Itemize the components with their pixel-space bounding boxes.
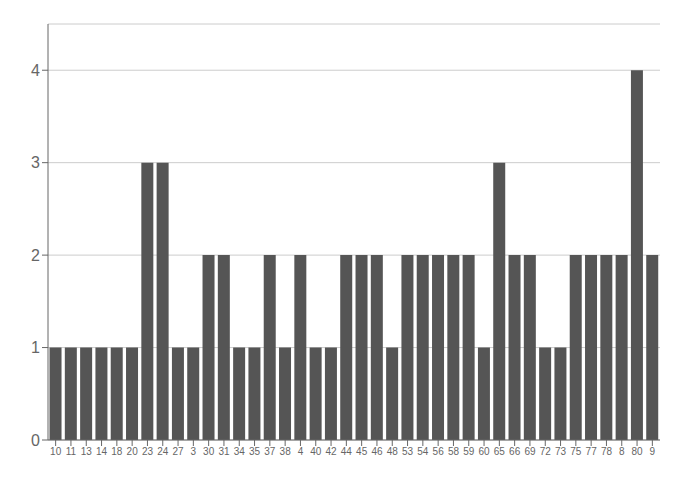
svg-text:13: 13 (81, 446, 93, 457)
svg-text:75: 75 (570, 446, 582, 457)
svg-text:80: 80 (631, 446, 643, 457)
svg-text:37: 37 (264, 446, 276, 457)
svg-text:27: 27 (172, 446, 184, 457)
svg-text:48: 48 (387, 446, 399, 457)
svg-text:65: 65 (494, 446, 506, 457)
svg-text:1: 1 (31, 339, 40, 356)
svg-text:58: 58 (448, 446, 460, 457)
svg-text:60: 60 (478, 446, 490, 457)
svg-text:31: 31 (218, 446, 230, 457)
svg-text:66: 66 (509, 446, 521, 457)
svg-text:4: 4 (31, 62, 40, 79)
svg-text:23: 23 (142, 446, 154, 457)
svg-text:54: 54 (417, 446, 429, 457)
svg-text:72: 72 (540, 446, 552, 457)
svg-text:78: 78 (601, 446, 613, 457)
svg-text:3: 3 (31, 154, 40, 171)
svg-text:24: 24 (157, 446, 169, 457)
svg-text:3: 3 (191, 446, 197, 457)
svg-text:10: 10 (50, 446, 62, 457)
svg-text:4: 4 (298, 446, 304, 457)
svg-text:40: 40 (310, 446, 322, 457)
svg-text:18: 18 (111, 446, 123, 457)
svg-text:30: 30 (203, 446, 215, 457)
svg-text:59: 59 (463, 446, 475, 457)
svg-text:45: 45 (356, 446, 368, 457)
svg-text:56: 56 (433, 446, 445, 457)
svg-text:14: 14 (96, 446, 108, 457)
svg-text:9: 9 (650, 446, 656, 457)
svg-text:34: 34 (234, 446, 246, 457)
svg-text:38: 38 (280, 446, 292, 457)
svg-text:0: 0 (31, 432, 40, 449)
svg-text:73: 73 (555, 446, 567, 457)
svg-text:77: 77 (586, 446, 598, 457)
svg-text:8: 8 (619, 446, 625, 457)
svg-text:42: 42 (325, 446, 337, 457)
svg-text:46: 46 (371, 446, 383, 457)
svg-text:35: 35 (249, 446, 261, 457)
svg-text:69: 69 (524, 446, 536, 457)
svg-text:20: 20 (127, 446, 139, 457)
svg-text:44: 44 (341, 446, 353, 457)
svg-text:11: 11 (66, 446, 77, 457)
svg-text:2: 2 (31, 247, 40, 264)
svg-text:53: 53 (402, 446, 414, 457)
